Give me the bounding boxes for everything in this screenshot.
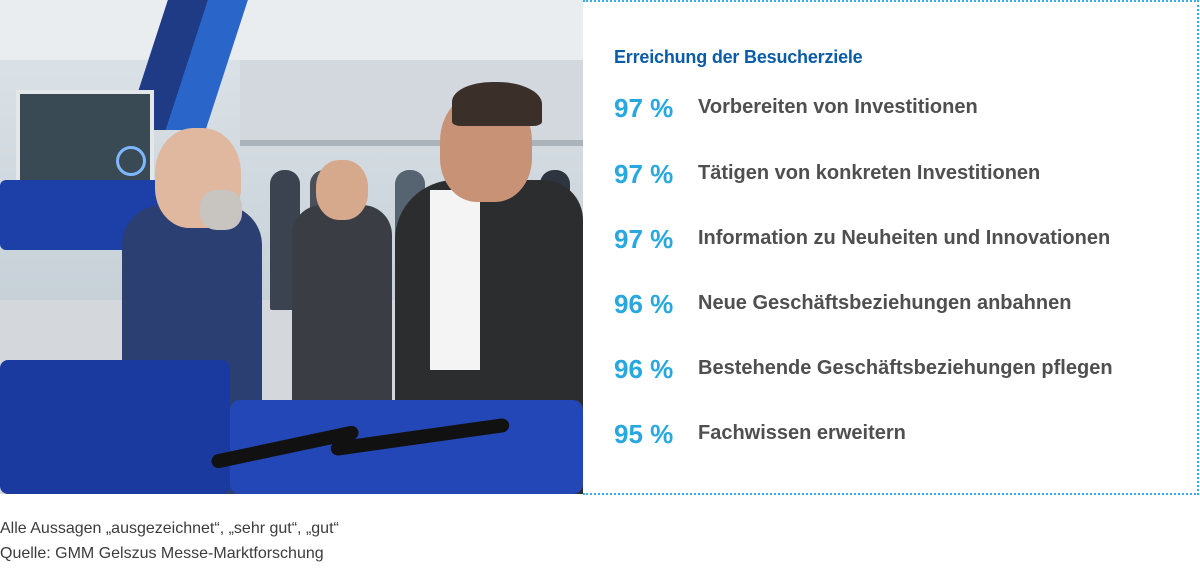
bearded-man-shirt xyxy=(430,190,480,370)
visitor-body xyxy=(292,205,392,405)
bearded-man-hair xyxy=(452,82,542,126)
stat-label: Information zu Neuheiten und Innovatione… xyxy=(698,227,1111,249)
stat-label: Fachwissen erweitern xyxy=(698,422,906,444)
panel-title: Erreichung der Besucherziele xyxy=(614,47,863,67)
stat-percent: 97 % xyxy=(614,93,674,123)
stat-percent: 96 % xyxy=(614,289,674,319)
stat-label: Bestehende Geschäftsbeziehungen pflegen xyxy=(698,357,1113,379)
stat-label: Neue Geschäftsbeziehungen anbahnen xyxy=(698,292,1072,314)
stat-label: Vorbereiten von Investitionen xyxy=(698,96,978,118)
display-screen xyxy=(16,90,154,188)
visitor-head xyxy=(316,160,368,220)
hall-ceiling xyxy=(0,0,583,60)
stat-percent: 97 % xyxy=(614,159,674,189)
trade-fair-photo xyxy=(0,0,583,494)
rating-footnote: Alle Aussagen „ausgezeichnet“, „sehr gut… xyxy=(0,520,339,537)
bald-man-beard xyxy=(200,190,242,230)
stat-percent: 95 % xyxy=(614,419,674,449)
screen-dial xyxy=(116,146,146,176)
stat-percent: 96 % xyxy=(614,354,674,384)
visitor-goals-panel: Erreichung der Besucherziele 97 % Vorber… xyxy=(583,0,1199,495)
stat-percent: 97 % xyxy=(614,224,674,254)
source-footnote: Quelle: GMM Gelszus Messe-Marktforschung xyxy=(0,545,324,562)
blue-motor-left xyxy=(0,360,230,494)
stat-label: Tätigen von konkreten Investitionen xyxy=(698,162,1041,184)
